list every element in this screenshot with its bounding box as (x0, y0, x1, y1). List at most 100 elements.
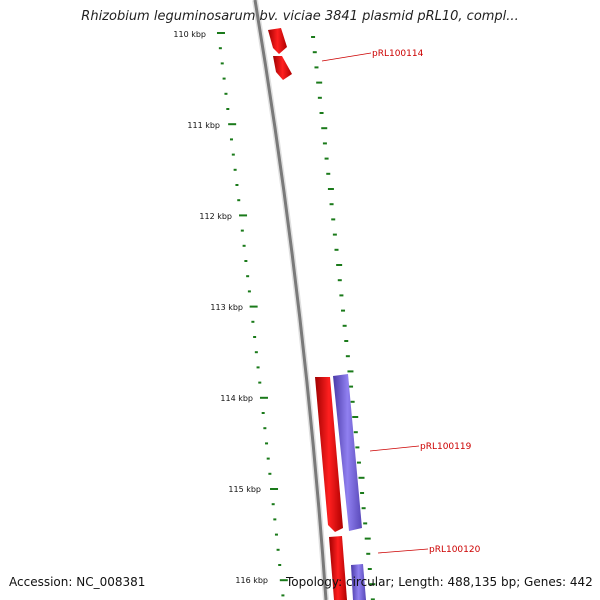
tick-mark (279, 579, 288, 582)
gc-dash (222, 77, 226, 80)
summary-separator: ; (516, 575, 525, 589)
gc-dash (353, 431, 358, 434)
tick-mark (228, 123, 237, 126)
gc-dash (369, 583, 376, 586)
gc-dash (271, 503, 275, 506)
genome-backbone (252, 0, 329, 600)
tick-mark (270, 488, 279, 490)
gc-dash (244, 260, 248, 262)
tick-label-113: 113 kbp (210, 303, 243, 312)
gc-dash (360, 492, 365, 494)
map-title: Rhizobium leguminosarum bv. viciae 3841 … (81, 9, 519, 24)
gc-dash (331, 218, 336, 221)
gc-dash (311, 36, 316, 38)
gc-dash (350, 400, 355, 403)
tick-label-112: 112 kbp (199, 212, 232, 221)
accession-text: Accession: NC_008381 (9, 575, 146, 589)
gc-dash (220, 62, 224, 65)
gc-dash (337, 279, 342, 282)
summary-separator: ; (390, 575, 399, 589)
topology-text: Topology: circular (286, 575, 391, 589)
gc-dash (261, 412, 265, 414)
gc-dash (334, 248, 339, 251)
genome-backbone-line (253, 0, 328, 600)
gc-dash (229, 138, 233, 141)
tick-label-114: 114 kbp (220, 394, 253, 403)
leader-pRL100119 (369, 445, 420, 452)
gc-dash (342, 324, 347, 327)
gc-dash (246, 275, 250, 278)
gc-dash (355, 446, 360, 449)
gc-content-marks-inner (216, 32, 288, 597)
gc-dash (321, 127, 328, 130)
gc-dash (358, 476, 365, 479)
leader-pRL100114 (321, 52, 372, 62)
gc-dash (322, 142, 327, 145)
gene-pRL100119-reverse[interactable] (333, 374, 362, 531)
gc-dash (263, 427, 267, 430)
scale-ticks: 110 kbp 111 kbp 112 kbp 113 kbp 114 kbp … (173, 30, 268, 585)
gc-dash (251, 320, 255, 323)
gc-dash (356, 461, 361, 464)
gc-dash (235, 184, 239, 186)
gc-dash (332, 233, 337, 236)
gene-pRL100120[interactable] (329, 536, 366, 600)
gc-dash (329, 203, 334, 206)
gc-dash (274, 533, 278, 536)
gc-dash (278, 564, 282, 566)
gc-dash (276, 548, 280, 551)
gc-dash (370, 598, 375, 600)
gc-dash (254, 351, 258, 354)
gc-dash (218, 47, 222, 50)
gc-dash (237, 199, 241, 202)
gc-dash (367, 568, 372, 570)
gc-dash (273, 518, 277, 521)
gene-pRL100114[interactable] (268, 28, 292, 80)
tick-label-116: 116 kbp (235, 576, 268, 585)
gc-dash (349, 385, 354, 388)
gc-dash (347, 370, 354, 373)
tick-mark (259, 396, 268, 399)
gc-dash (268, 472, 272, 475)
gc-dash (226, 108, 230, 110)
gc-dash (240, 229, 244, 232)
gc-dash (247, 290, 251, 293)
gc-dash (363, 522, 368, 525)
gc-dash (339, 294, 344, 297)
gc-dash (345, 355, 350, 358)
gc-dash (319, 112, 324, 114)
genes-count-text: Genes: 442 (524, 575, 593, 589)
gc-content-marks-outer (311, 36, 376, 600)
gc-dash (344, 340, 349, 342)
gc-dash (336, 264, 343, 266)
gc-dash (327, 188, 334, 190)
gc-dash (316, 81, 323, 84)
tick-mark (239, 214, 248, 217)
gc-dash (314, 66, 319, 69)
gene-label-pRL100119[interactable]: pRL100119 (420, 442, 472, 452)
gc-dash (224, 92, 228, 95)
gene-pRL100119-forward[interactable] (315, 377, 343, 532)
gc-dash (253, 336, 257, 338)
gene-label-pRL100120[interactable]: pRL100120 (429, 545, 481, 555)
gc-dash (265, 442, 269, 445)
gc-dash (233, 168, 237, 171)
gc-dash (242, 244, 246, 247)
gc-dash (366, 552, 371, 555)
leader-pRL100120 (377, 548, 429, 554)
tick-label-115: 115 kbp (228, 485, 261, 494)
tick-mark (216, 32, 225, 34)
gc-dash (361, 507, 366, 510)
gc-dash (341, 309, 346, 312)
gc-dash (256, 366, 260, 369)
length-text: Length: 488,135 bp (398, 575, 517, 589)
tick-label-111: 111 kbp (187, 121, 220, 130)
gene-label-pRL100114[interactable]: pRL100114 (372, 49, 424, 59)
gc-dash (312, 51, 317, 54)
gc-dash (231, 153, 235, 156)
gc-dash (258, 381, 262, 384)
gc-dash (281, 594, 285, 597)
gc-dash (266, 457, 270, 460)
genome-summary: Topology: circular; Length: 488,135 bp; … (286, 575, 593, 589)
